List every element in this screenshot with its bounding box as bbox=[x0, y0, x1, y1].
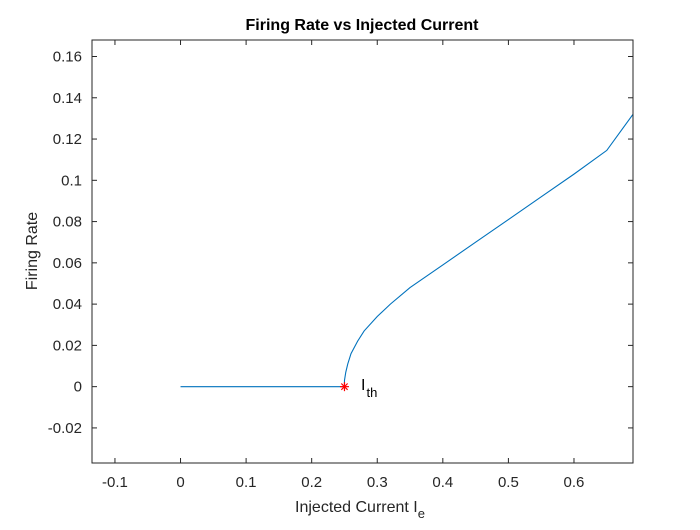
threshold-annotation: Ith bbox=[361, 377, 377, 400]
y-tick-label: 0.08 bbox=[53, 214, 82, 231]
y-tick-label: 0.06 bbox=[53, 255, 82, 272]
x-tick-label: 0.6 bbox=[564, 474, 585, 491]
x-tick-label: 0.4 bbox=[432, 474, 453, 491]
y-tick-label: 0.16 bbox=[53, 49, 82, 66]
y-tick-label: 0.02 bbox=[53, 337, 82, 354]
axes-box bbox=[91, 39, 634, 464]
x-axis-label-text: Injected Current I bbox=[295, 499, 418, 516]
plot-area bbox=[92, 40, 633, 463]
y-tick-label: 0.1 bbox=[61, 172, 82, 189]
x-tick-label: -0.1 bbox=[102, 474, 128, 491]
y-tick-label: 0.04 bbox=[53, 296, 82, 313]
threshold-marker bbox=[339, 382, 349, 392]
x-axis-label: Injected Current Ie bbox=[295, 499, 425, 521]
threshold-annotation-text: I bbox=[361, 377, 365, 394]
x-axis-label-subscript: e bbox=[418, 506, 425, 521]
y-tick-label: 0.14 bbox=[53, 90, 82, 107]
x-tick-label: 0.1 bbox=[236, 474, 257, 491]
x-tick-label: 0 bbox=[176, 474, 184, 491]
x-tick-label: 0.3 bbox=[367, 474, 388, 491]
x-tick-label: 0.5 bbox=[498, 474, 519, 491]
chart-title: Firing Rate vs Injected Current bbox=[246, 17, 480, 34]
y-axis-label: Firing Rate bbox=[24, 212, 41, 290]
x-tick-label: 0.2 bbox=[301, 474, 322, 491]
series-layer bbox=[180, 113, 634, 392]
y-tick-label: 0 bbox=[74, 379, 82, 396]
y-tick-label: 0.12 bbox=[53, 131, 82, 148]
y-tick-label: -0.02 bbox=[48, 420, 82, 437]
ticks-layer: -0.1 0 0.1 0.2 0.3 0.4 0.5 0.6 -0.02 0 0.02 0.04 0.0… bbox=[48, 40, 633, 491]
threshold-annotation-subscript: th bbox=[366, 385, 377, 400]
